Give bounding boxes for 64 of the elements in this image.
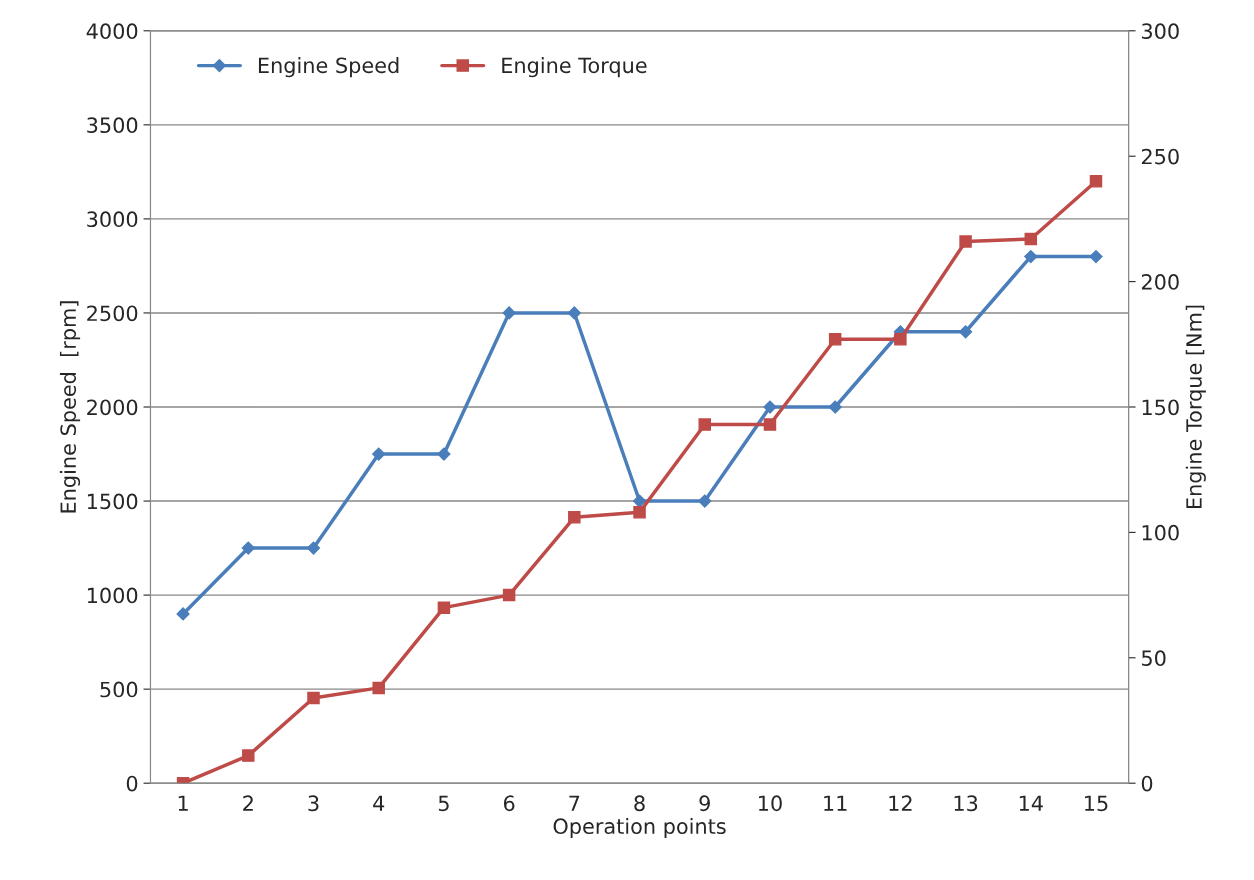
point bbox=[241, 541, 255, 555]
x-tick-label: 8 bbox=[634, 795, 645, 812]
y2-tick-label: 0 bbox=[1141, 775, 1153, 792]
point bbox=[568, 511, 581, 524]
point bbox=[958, 325, 973, 339]
legend-label: Engine Speed bbox=[258, 57, 399, 78]
y2-tick-label: 300 bbox=[1141, 23, 1179, 40]
y-axis-title: Engine Speed [rpm] bbox=[59, 301, 81, 513]
y-tick-label: 0 bbox=[126, 775, 138, 792]
point bbox=[437, 447, 451, 461]
point bbox=[763, 418, 777, 431]
point bbox=[372, 447, 386, 461]
x-tick-label: 10 bbox=[758, 795, 782, 812]
point bbox=[1024, 232, 1038, 246]
point bbox=[632, 494, 647, 508]
y-tick-label: 2000 bbox=[87, 399, 138, 416]
x-tick-label: 13 bbox=[954, 795, 978, 812]
x-tick-label: 12 bbox=[889, 795, 912, 811]
x-axis-title: Operation points bbox=[553, 817, 726, 839]
y2-tick-label: 50 bbox=[1142, 650, 1166, 667]
y2-tick-label: 150 bbox=[1142, 399, 1179, 416]
point bbox=[307, 691, 320, 705]
y-tick-label: 1000 bbox=[87, 587, 138, 604]
y-tick-label: 3500 bbox=[87, 117, 138, 134]
y-tick-label: 500 bbox=[100, 681, 138, 698]
point bbox=[828, 333, 842, 346]
x-tick-label: 14 bbox=[1019, 795, 1043, 811]
point bbox=[502, 306, 516, 320]
y2-tick-label: 100 bbox=[1142, 524, 1179, 541]
y-tick-label: 1500 bbox=[87, 493, 138, 510]
y2-tick-label: 250 bbox=[1141, 148, 1179, 165]
x-tick-label: 3 bbox=[308, 795, 319, 812]
point bbox=[437, 601, 451, 614]
point bbox=[176, 607, 190, 621]
y-tick-label: 4000 bbox=[86, 23, 138, 40]
y2-axis-title: Engine Torque [Nm] bbox=[1185, 305, 1206, 509]
point bbox=[959, 235, 972, 248]
x-tick-label: 11 bbox=[824, 795, 847, 811]
point bbox=[242, 749, 255, 762]
point bbox=[502, 588, 516, 602]
x-tick-label: 1 bbox=[178, 795, 188, 811]
point bbox=[633, 506, 646, 519]
point bbox=[567, 306, 581, 320]
x-tick-label: 9 bbox=[699, 795, 710, 812]
point bbox=[698, 418, 711, 431]
x-tick-label: 4 bbox=[373, 795, 385, 811]
point bbox=[763, 400, 777, 414]
y2-tick-label: 200 bbox=[1141, 274, 1179, 290]
x-tick-label: 6 bbox=[503, 795, 515, 812]
point bbox=[828, 400, 842, 414]
point bbox=[1089, 249, 1103, 264]
y-tick-label: 2500 bbox=[87, 305, 138, 322]
x-tick-label: 5 bbox=[438, 795, 449, 812]
point bbox=[894, 333, 907, 346]
point bbox=[1024, 249, 1038, 264]
point bbox=[372, 681, 385, 695]
x-tick-label: 2 bbox=[243, 795, 253, 811]
point bbox=[698, 494, 712, 508]
point bbox=[1089, 175, 1103, 188]
y-tick-label: 3000 bbox=[87, 211, 138, 228]
x-tick-label: 7 bbox=[569, 795, 580, 811]
x-tick-label: 15 bbox=[1085, 795, 1108, 812]
legend-label: Engine Torque bbox=[502, 57, 647, 78]
point bbox=[306, 541, 321, 555]
